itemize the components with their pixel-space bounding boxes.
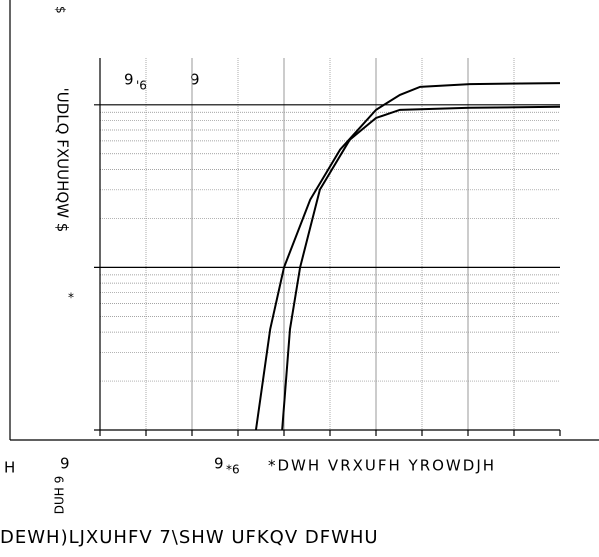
x-label: *DWH VRXUFH YROWDJH xyxy=(268,457,496,475)
legend-label: 9 xyxy=(124,71,134,89)
legend-label: 9 xyxy=(190,71,200,89)
x-note-sub: *6 xyxy=(226,463,240,477)
legend-sub: '6 xyxy=(136,79,147,93)
footer: DEWH)LJXUHFV 7\SHW UFKQV DFWHU xyxy=(0,527,379,548)
x-note: 9 xyxy=(60,455,70,473)
curve xyxy=(281,105,561,431)
curve xyxy=(254,82,561,431)
rotated-note: DUH 9 xyxy=(53,476,67,515)
y-label: 'UDLQ FXUUHQW $ xyxy=(54,88,72,233)
y-note: * xyxy=(68,291,74,305)
text-fragment: H xyxy=(4,459,15,477)
y-unit: $ xyxy=(54,6,68,14)
x-note: 9 xyxy=(214,455,224,473)
